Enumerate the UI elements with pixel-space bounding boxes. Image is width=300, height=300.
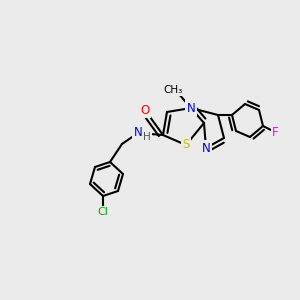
Text: S: S [182,139,190,152]
Text: F: F [272,125,278,139]
Text: N: N [134,127,142,140]
Text: CH₃: CH₃ [164,85,183,95]
Text: N: N [187,101,195,115]
Text: O: O [140,103,150,116]
Text: H: H [143,132,151,142]
Text: N: N [202,142,210,154]
Text: Cl: Cl [98,207,108,217]
